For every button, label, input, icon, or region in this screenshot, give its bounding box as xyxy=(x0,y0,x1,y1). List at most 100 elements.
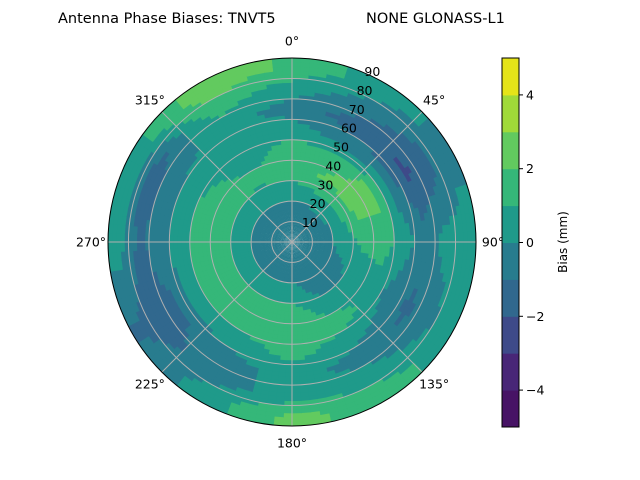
contour-cell xyxy=(349,238,354,243)
contour-cell xyxy=(369,241,375,247)
contour-cell xyxy=(312,244,317,247)
contour-cell xyxy=(206,254,213,261)
contour-cell xyxy=(330,91,341,99)
contour-cell xyxy=(422,234,428,243)
contour-cell xyxy=(381,236,387,243)
contour-cell xyxy=(404,253,411,262)
contour-cell xyxy=(307,265,312,270)
contour-cell xyxy=(431,279,439,290)
contour-cell xyxy=(281,246,286,251)
contour-cell xyxy=(235,408,248,417)
contour-cell xyxy=(284,306,289,312)
contour-cell xyxy=(286,331,293,337)
contour-cell xyxy=(333,396,345,405)
contour-cell xyxy=(131,198,139,210)
contour-cell xyxy=(279,244,285,248)
contour-cell xyxy=(401,229,407,237)
contour-cell xyxy=(319,258,325,263)
contour-cell xyxy=(291,127,299,133)
contour-cell xyxy=(319,249,325,253)
contour-cell xyxy=(413,247,419,256)
contour-cell xyxy=(291,417,303,423)
contour-cell xyxy=(311,247,317,250)
contour-cell xyxy=(256,251,262,256)
contour-cell xyxy=(334,400,346,409)
contour-cell xyxy=(306,265,311,271)
contour-cell xyxy=(284,265,288,271)
contour-cell xyxy=(240,393,252,401)
contour-cell xyxy=(349,390,362,400)
contour-cell xyxy=(293,266,296,272)
contour-cell xyxy=(283,242,289,244)
contour-cell xyxy=(335,404,348,413)
contour-cell xyxy=(421,227,428,236)
contour-cell xyxy=(302,215,307,221)
contour-cell xyxy=(193,226,200,233)
contour-cell xyxy=(346,66,359,75)
contour-cell xyxy=(267,246,273,249)
contour-cell xyxy=(117,185,126,198)
contour-cell xyxy=(372,250,378,256)
contour-cell xyxy=(293,249,295,255)
contour-cell xyxy=(302,248,307,252)
contour-cell xyxy=(260,252,266,256)
contour-cell xyxy=(298,234,303,238)
contour-cell xyxy=(291,290,296,296)
contour-cell xyxy=(222,251,229,257)
contour-cell xyxy=(421,248,428,257)
contour-cell xyxy=(295,249,299,254)
contour-cell xyxy=(442,233,448,243)
contour-cell xyxy=(143,287,152,299)
contour-cell xyxy=(336,408,349,417)
contour-cell xyxy=(295,244,300,248)
contour-cell xyxy=(275,280,280,286)
contour-cell xyxy=(451,294,460,306)
contour-cell xyxy=(304,212,309,218)
contour-cell xyxy=(301,249,306,253)
contour-cell xyxy=(302,210,306,216)
contour-cell xyxy=(296,131,305,137)
contour-cell xyxy=(421,189,429,200)
contour-cell xyxy=(301,263,306,269)
contour-cell xyxy=(451,178,460,190)
contour-cell xyxy=(300,62,312,68)
contour-cell xyxy=(414,241,420,250)
contour-cell xyxy=(293,234,297,239)
contour-cell xyxy=(149,278,157,289)
contour-cell xyxy=(269,257,274,262)
contour-cell xyxy=(293,270,296,276)
contour-cell xyxy=(304,325,312,332)
contour-cell xyxy=(419,198,427,208)
contour-cell xyxy=(123,314,133,327)
contour-cell xyxy=(296,226,299,231)
contour-cell xyxy=(454,232,460,243)
contour-cell xyxy=(294,298,299,304)
contour-cell xyxy=(463,231,469,243)
contour-cell xyxy=(302,268,306,274)
contour-cell xyxy=(334,75,346,84)
contour-cell xyxy=(308,220,313,225)
contour-cell xyxy=(282,409,293,414)
contour-cell xyxy=(296,290,301,296)
contour-cell xyxy=(264,229,270,234)
contour-cell xyxy=(278,268,282,274)
contour-cell xyxy=(293,245,297,251)
contour-cell xyxy=(161,275,169,285)
contour-cell xyxy=(238,246,244,251)
contour-cell xyxy=(301,259,305,265)
contour-cell xyxy=(446,149,457,162)
contour-cell xyxy=(285,253,289,259)
contour-cell xyxy=(291,372,300,378)
contour-cell xyxy=(317,226,323,231)
contour-cell xyxy=(297,123,306,129)
contour-cell xyxy=(313,228,319,233)
contour-cell xyxy=(295,243,301,247)
contour-cell xyxy=(340,236,346,240)
contour-cell xyxy=(279,264,284,270)
contour-cell xyxy=(282,319,289,325)
contour-cell xyxy=(325,73,338,81)
contour-cell xyxy=(297,209,301,215)
contour-cell xyxy=(296,248,300,253)
contour-cell xyxy=(300,152,307,158)
contour-cell xyxy=(303,246,308,249)
